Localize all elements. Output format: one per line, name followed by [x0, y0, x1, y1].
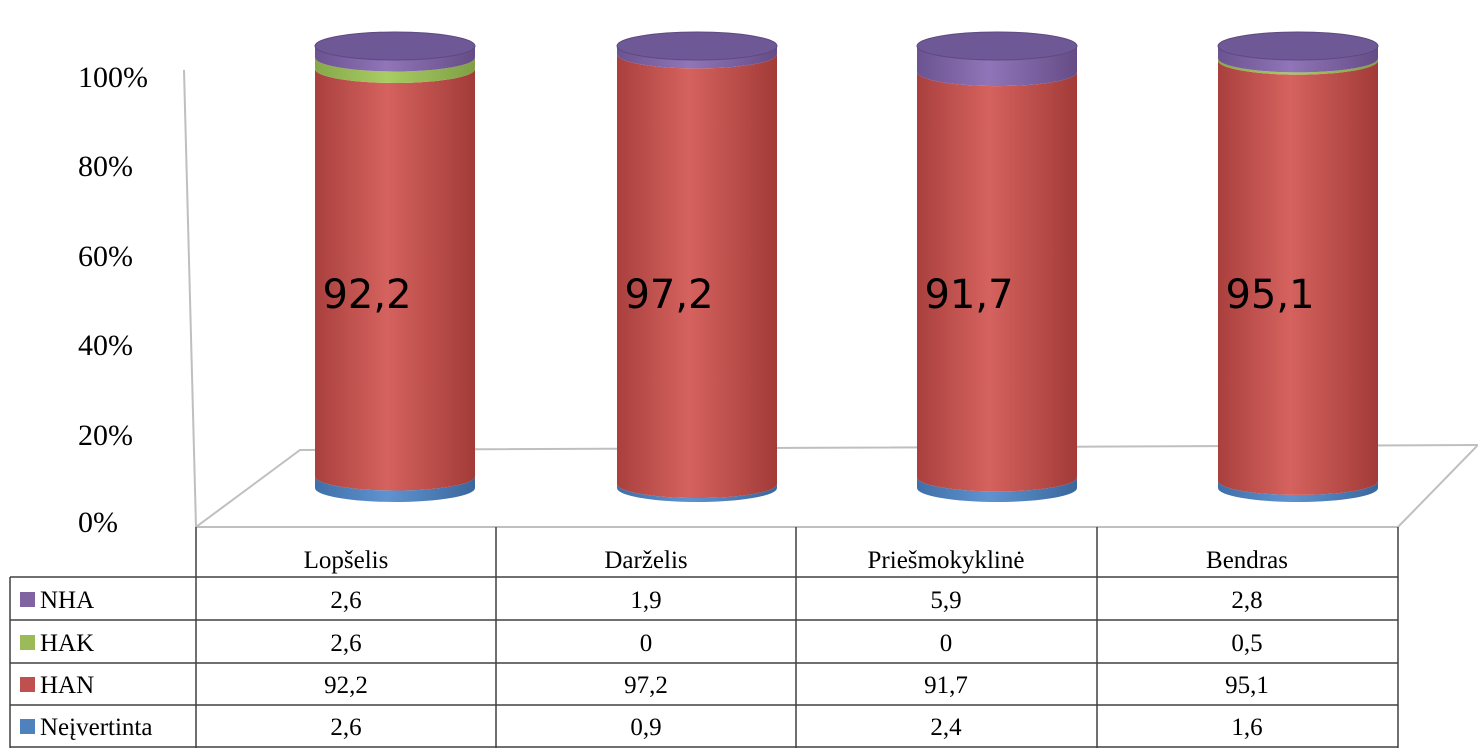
bar-segment: [617, 484, 777, 502]
bar-top-cap: [616, 31, 778, 61]
category-label: Bendras: [1206, 547, 1288, 574]
y-tick-label: 60%: [78, 240, 133, 273]
y-axis-line: [183, 69, 197, 528]
bar-segment: [1218, 60, 1378, 495]
table-cell: 95,1: [1225, 672, 1269, 699]
table-cell: 1,9: [630, 587, 661, 614]
bar-segment: [1218, 58, 1378, 75]
legend-label: HAK: [40, 630, 94, 657]
table-cell: 97,2: [624, 672, 668, 699]
category-label: Darželis: [604, 547, 687, 574]
table-row-han: HAN 92,2 97,2 91,7 95,1: [20, 672, 1269, 699]
bar-segment: [315, 68, 475, 491]
data-label: 97,2: [624, 272, 713, 318]
bar-segment: [917, 477, 1077, 502]
table-cell: 92,2: [324, 672, 368, 699]
bar-segment: [617, 46, 777, 69]
bars-group: 92,2 97,2 91,7 95,1: [314, 31, 1379, 502]
legend-label: NHA: [40, 587, 94, 614]
floor-outline: [195, 443, 1478, 528]
table-cell: 2,6: [330, 630, 361, 657]
table-cell: 2,6: [330, 714, 361, 741]
legend-swatch-nha: [20, 592, 35, 607]
bar-segment: [1218, 46, 1378, 73]
legend-swatch-neivertinta: [20, 719, 35, 734]
legend-swatch-hak: [20, 635, 35, 650]
table-cell: 2,8: [1231, 587, 1262, 614]
data-label: 91,7: [924, 272, 1013, 318]
legend-swatch-han: [20, 677, 35, 692]
data-label: 95,1: [1225, 272, 1314, 318]
y-tick-label: 20%: [78, 419, 133, 452]
category-headers: Lopšelis Darželis Priešmokyklinė Bendras: [304, 547, 1288, 574]
data-label: 92,2: [322, 272, 411, 318]
bar-segment: [315, 476, 475, 502]
table-cell: 5,9: [930, 587, 961, 614]
bar-top-cap: [314, 31, 476, 61]
legend-label: Neįvertinta: [40, 714, 152, 741]
table-cell: 0: [640, 630, 653, 657]
table-cell: 2,6: [330, 587, 361, 614]
bar-segment: [1218, 480, 1378, 502]
axes-frame: [183, 69, 1478, 528]
table-row-nha: NHA 2,6 1,9 5,9 2,8: [20, 587, 1263, 614]
bar-segment: [315, 46, 475, 72]
table-cell: 2,4: [930, 714, 962, 741]
table-cell: 0,5: [1231, 630, 1262, 657]
bar-segment: [617, 54, 777, 499]
y-tick-label: 0%: [78, 506, 118, 539]
bar-segment: [917, 46, 1077, 87]
bar-top-cap: [916, 31, 1078, 61]
bar-segment: [315, 57, 475, 83]
table-cell: 0: [940, 630, 953, 657]
table-cell: 1,6: [1231, 714, 1262, 741]
bar-top-cap: [1217, 31, 1379, 61]
table-cell: 0,9: [630, 714, 661, 741]
y-tick-label: 80%: [78, 150, 133, 183]
bar-segment: [917, 72, 1077, 492]
table-row-hak: HAK 2,6 0 0 0,5: [20, 630, 1263, 657]
legend-label: HAN: [40, 672, 94, 699]
y-tick-label: 40%: [78, 329, 133, 362]
data-table: [9, 527, 1399, 748]
y-tick-label: 100%: [78, 61, 148, 94]
table-row-neivertinta: Neįvertinta 2,6 0,9 2,4 1,6: [20, 714, 1263, 741]
category-label: Priešmokyklinė: [868, 547, 1025, 574]
category-label: Lopšelis: [304, 547, 389, 574]
table-cell: 91,7: [924, 672, 968, 699]
y-axis-ticks: 0% 20% 40% 60% 80% 100%: [78, 61, 148, 539]
